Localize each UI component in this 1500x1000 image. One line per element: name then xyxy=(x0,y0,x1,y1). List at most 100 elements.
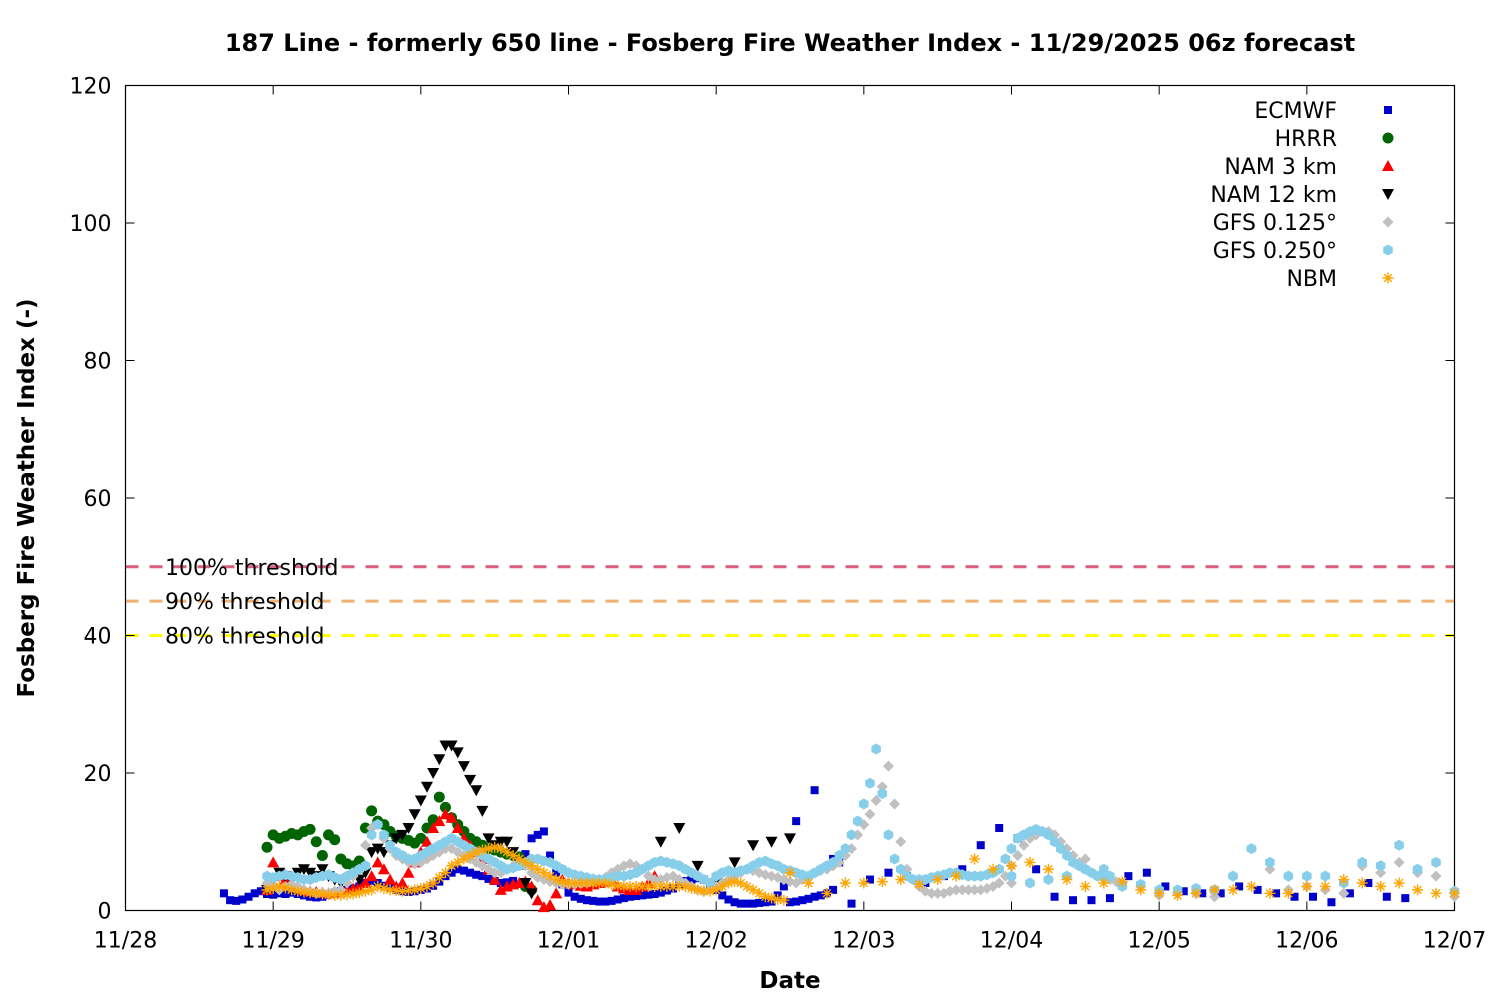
data-point xyxy=(1401,894,1410,903)
data-point xyxy=(1032,865,1041,874)
data-point xyxy=(564,888,573,897)
data-point xyxy=(804,894,813,903)
data-point xyxy=(482,833,495,845)
data-point xyxy=(569,877,581,889)
data-point xyxy=(1153,887,1165,899)
data-point xyxy=(451,747,464,759)
data-point xyxy=(310,836,322,848)
y-tick-label: 100 xyxy=(70,212,112,237)
threshold-label: 100% threshold xyxy=(165,556,339,581)
data-point xyxy=(1006,877,1017,889)
data-point xyxy=(488,873,501,885)
data-point xyxy=(1018,839,1030,851)
data-point xyxy=(427,768,440,779)
data-point xyxy=(396,829,409,841)
data-point xyxy=(1043,874,1054,886)
data-point xyxy=(335,889,347,901)
data-point xyxy=(544,899,557,910)
data-point xyxy=(507,850,519,861)
data-point xyxy=(453,865,462,874)
data-point xyxy=(1006,870,1017,882)
data-point xyxy=(876,781,888,793)
data-point xyxy=(1265,856,1275,868)
data-point xyxy=(446,860,458,872)
x-axis: 11/28 11/29 11/30 12/01 12/02 12/03 12/04 12/05… xyxy=(94,85,1486,954)
data-point xyxy=(360,860,371,872)
data-point xyxy=(779,882,788,891)
data-point xyxy=(834,850,844,861)
data-point xyxy=(847,899,856,908)
y-tick-label: 60 xyxy=(84,487,112,512)
data-point xyxy=(792,897,801,906)
data-point xyxy=(427,822,440,833)
data-point xyxy=(466,868,475,877)
data-point xyxy=(1228,870,1238,882)
data-point xyxy=(1105,870,1115,882)
data-point xyxy=(969,853,981,865)
data-point xyxy=(766,892,778,904)
data-point xyxy=(1135,884,1147,896)
data-point xyxy=(692,884,704,896)
data-point xyxy=(396,877,409,888)
data-point xyxy=(883,829,894,841)
data-point xyxy=(546,851,555,860)
x-tick-label: 11/28 xyxy=(94,929,157,954)
data-point xyxy=(433,815,446,827)
legend-marker xyxy=(1382,272,1394,284)
data-point xyxy=(329,889,341,901)
data-point xyxy=(445,811,458,823)
data-point xyxy=(613,895,622,904)
data-point xyxy=(476,844,488,856)
data-point xyxy=(1264,863,1276,875)
data-point xyxy=(950,870,962,882)
data-point xyxy=(470,785,483,797)
y-tick-label: 0 xyxy=(98,900,112,925)
data-point xyxy=(673,823,686,834)
data-point xyxy=(1142,868,1151,877)
data-point xyxy=(556,876,568,888)
data-point xyxy=(421,880,433,892)
x-tick-label: 12/04 xyxy=(980,929,1043,954)
data-point xyxy=(593,877,605,889)
data-point xyxy=(1393,856,1405,868)
data-point xyxy=(489,867,501,879)
x-tick-label: 12/07 xyxy=(1423,929,1486,954)
data-point xyxy=(371,856,384,868)
data-point xyxy=(1290,892,1299,901)
data-point xyxy=(341,889,353,901)
data-point xyxy=(365,847,378,859)
data-point xyxy=(759,891,771,903)
data-point xyxy=(638,891,647,900)
data-point xyxy=(686,883,698,894)
data-point xyxy=(846,829,857,841)
data-point xyxy=(377,863,390,875)
legend-marker xyxy=(1382,216,1394,228)
data-point xyxy=(402,823,415,834)
data-point xyxy=(876,876,888,888)
y-axis: 0 20 40 60 80 100 120 xyxy=(70,75,1455,925)
data-point xyxy=(267,856,280,868)
data-point xyxy=(728,857,741,869)
data-point xyxy=(1319,880,1331,892)
data-point xyxy=(1042,863,1054,875)
data-point xyxy=(778,894,790,906)
data-point xyxy=(1000,853,1011,865)
data-point xyxy=(427,877,439,889)
y-tick-label: 40 xyxy=(84,625,112,650)
data-point xyxy=(1227,884,1239,896)
data-point xyxy=(1235,882,1244,891)
data-point xyxy=(1430,887,1442,899)
data-point xyxy=(772,894,784,905)
data-point xyxy=(1246,843,1257,855)
data-point xyxy=(840,843,851,855)
data-point xyxy=(1006,843,1017,855)
legend-marker xyxy=(1382,189,1394,200)
data-point xyxy=(747,840,760,852)
data-point xyxy=(366,884,378,896)
data-point xyxy=(261,884,273,896)
data-point xyxy=(316,888,328,900)
data-point xyxy=(1006,860,1017,872)
data-point xyxy=(599,877,611,889)
data-point xyxy=(810,786,819,795)
